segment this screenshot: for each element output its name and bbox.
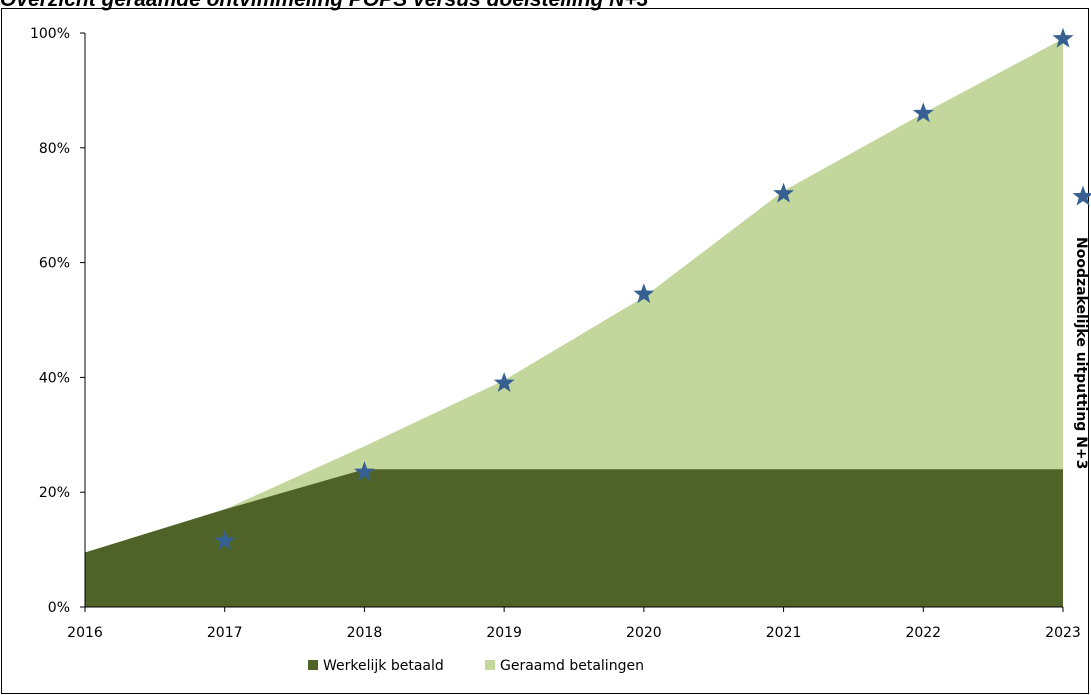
axes-group: 0% 20% 40% 60% 80% 100% 2016 2017 2018 2019 2020 20…	[30, 26, 1081, 641]
y-tick-label: 100%	[30, 26, 70, 42]
star-marker	[493, 372, 515, 392]
y-tick-label: 40%	[39, 370, 70, 386]
star-marker	[1052, 27, 1074, 48]
legend-swatch-werkelijk	[308, 660, 318, 670]
legend: Werkelijk betaald Geraamd betalingen	[308, 658, 644, 674]
legend-label-werkelijk: Werkelijk betaald	[323, 658, 444, 674]
chart-frame	[1, 8, 1089, 694]
vertical-series-label: Noodzakelijke uitputting N+3	[1073, 237, 1089, 469]
star-marker-offaxis	[1072, 185, 1091, 206]
area-series-group	[85, 38, 1063, 608]
star-marker	[773, 182, 794, 203]
x-tick-label: 2018	[347, 625, 383, 641]
y-tick-label: 20%	[39, 485, 70, 501]
x-tick-label: 2023	[1045, 625, 1081, 641]
x-tick-label: 2016	[67, 625, 103, 641]
area-geraamd-betalingen	[85, 38, 1063, 608]
star-marker	[912, 102, 934, 123]
x-tick-label: 2017	[207, 625, 243, 641]
y-tick-label: 80%	[39, 141, 70, 157]
legend-label-geraamd: Geraamd betalingen	[500, 658, 644, 674]
area-werkelijk-betaald	[85, 469, 1063, 607]
chart-title: Overzicht geraamde ontvlmmeling POPS ver…	[0, 0, 1091, 11]
star-markers-group	[214, 27, 1091, 550]
star-marker	[633, 283, 655, 304]
y-tick-label: 60%	[39, 256, 70, 272]
star-marker	[354, 461, 375, 481]
x-tick-label: 2022	[905, 625, 941, 641]
x-tick-label: 2021	[766, 625, 802, 641]
x-tick-label: 2020	[626, 625, 662, 641]
star-marker	[214, 530, 236, 550]
legend-swatch-geraamd	[485, 660, 495, 670]
y-tick-label: 0%	[48, 600, 70, 616]
x-tick-label: 2019	[486, 625, 522, 641]
